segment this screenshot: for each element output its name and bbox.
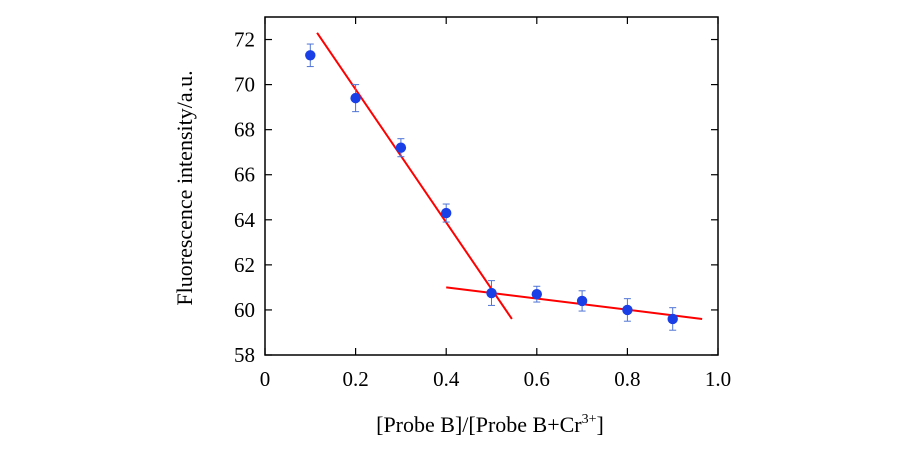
y-axis-label: Fluorescence intensity/a.u. <box>172 70 197 305</box>
data-point <box>622 298 633 322</box>
fit-line-plateau <box>446 286 703 320</box>
data-point <box>305 43 316 68</box>
ticks: 0 0.2 0.4 0.6 0.8 1.0 58 60 62 64 66 68 70 72 <box>234 17 731 391</box>
x-tick-label: 0 <box>260 367 271 391</box>
x-axis-label-end: ] <box>597 412 604 437</box>
data-point <box>395 138 407 158</box>
data-point <box>486 280 497 306</box>
data-marker <box>622 304 633 316</box>
data-point <box>350 84 361 113</box>
data-marker <box>441 207 452 219</box>
y-tick-label: 62 <box>234 253 255 277</box>
y-tick-label: 64 <box>234 208 256 232</box>
plot-frame <box>264 16 719 356</box>
data-point <box>576 290 588 312</box>
data-marker <box>576 295 588 307</box>
y-tick-label: 72 <box>234 28 255 52</box>
x-tick-label: 0.2 <box>342 367 368 391</box>
x-axis-label-main: [Probe B]/[Probe B+Cr <box>376 412 582 437</box>
data-marker <box>531 288 542 300</box>
data-point <box>667 307 678 331</box>
y-tick-label: 58 <box>234 343 255 367</box>
data-marker <box>667 313 678 325</box>
fit-lines <box>316 32 703 320</box>
y-tick-label: 68 <box>234 118 255 142</box>
y-tick-label: 66 <box>234 163 255 187</box>
data-point <box>531 285 542 303</box>
fit-line-descending <box>316 32 513 320</box>
x-axis-label: [Probe B]/[Probe B+Cr3+] <box>376 412 604 437</box>
x-tick-label: 0.4 <box>433 367 460 391</box>
x-axis-label-superscript: 3+ <box>582 412 597 427</box>
data-points <box>305 43 678 331</box>
data-marker <box>395 142 407 153</box>
data-point <box>441 203 452 223</box>
data-marker <box>350 92 361 104</box>
x-tick-label: 0.8 <box>614 367 640 391</box>
x-tick-label: 1.0 <box>705 367 731 391</box>
y-tick-label: 70 <box>234 73 255 97</box>
x-tick-label: 0.6 <box>524 367 550 391</box>
data-marker <box>305 50 316 61</box>
y-tick-label: 60 <box>234 298 255 322</box>
data-marker <box>486 287 497 299</box>
